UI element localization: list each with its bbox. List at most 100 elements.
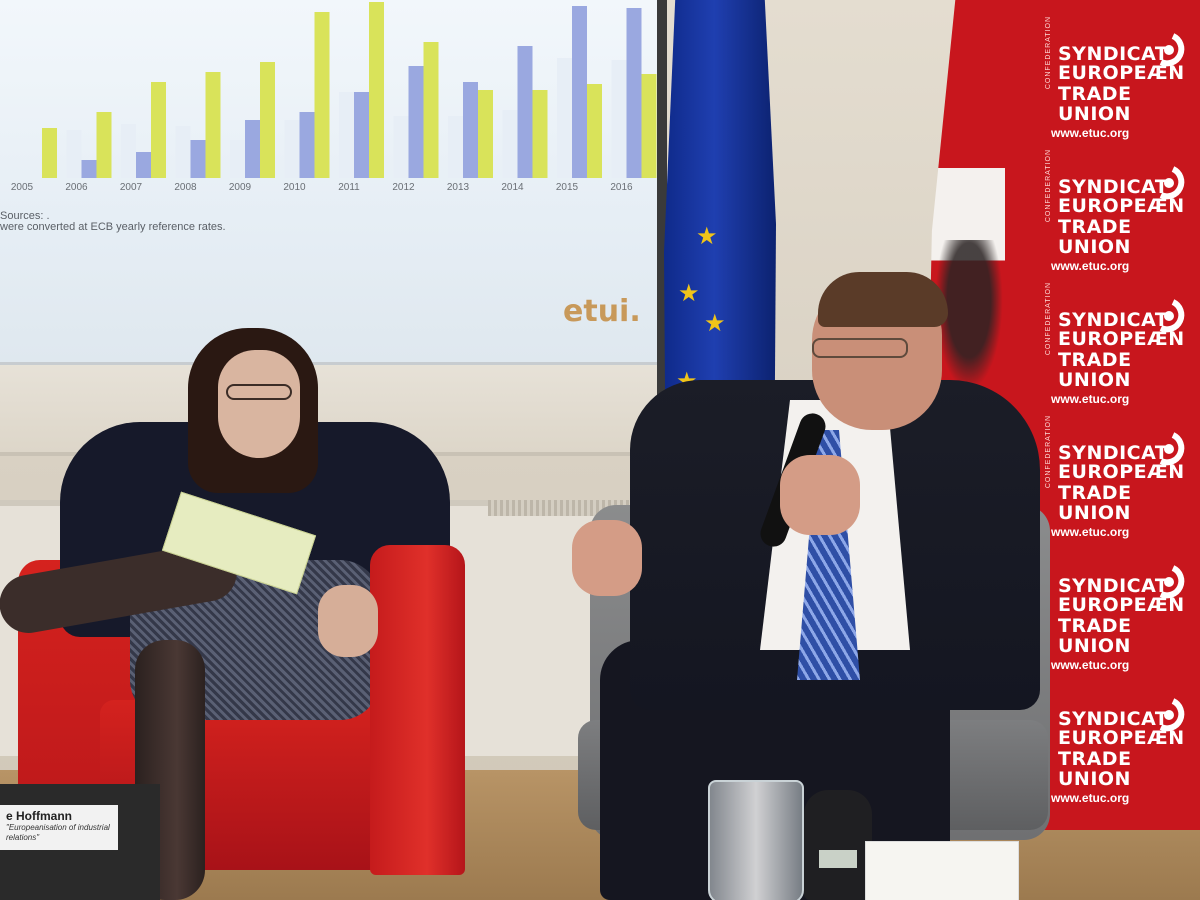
chart-bar-yellow: [369, 2, 384, 178]
chart-bar-yellow: [42, 128, 57, 178]
chart-year-label: 2012: [392, 182, 415, 193]
chart-year-label: 2014: [501, 182, 524, 193]
chart-year-label: 2005: [11, 182, 34, 193]
chart-bar-pale: [284, 120, 300, 178]
etuc-logo-icon: [1159, 698, 1185, 732]
chart-bar-blue: [517, 46, 533, 178]
name-card-name: e Hoffmann: [6, 809, 72, 823]
banner-line-syndicat: SYNDICAT: [1058, 176, 1169, 198]
eu-star-icon: ★: [704, 310, 726, 337]
slide-bar-chart: 2005 2006 2007 2008 2009 2010 2011 2012 2013 2014…: [11, 2, 657, 193]
chart-bar-pale: [448, 116, 463, 178]
banner-line-european: EUROPEÆN: [1058, 461, 1185, 483]
banner-line-european: EUROPEÆN: [1058, 328, 1185, 350]
banner-line-syndicat: SYNDICAT: [1058, 708, 1169, 730]
man-hand: [780, 455, 860, 535]
banner-side-label: CONFEDERATION: [1045, 282, 1052, 356]
banner-line-trade-union: TRADE UNION: [1058, 615, 1132, 657]
chart-year-label: 2011: [338, 182, 360, 193]
chart-year-label: 2015: [556, 182, 579, 193]
projection-screen: 2005 2006 2007 2008 2009 2010 2011 2012 2013 2014…: [0, 0, 662, 365]
red-armchair-arm: [370, 545, 465, 875]
paper-stack: [866, 842, 1018, 900]
chart-year-label: 2016: [610, 182, 633, 193]
chart-bar-pale: [502, 110, 518, 178]
chart-bar-yellow: [151, 82, 166, 178]
banner-line-trade-union: TRADE UNION: [1058, 482, 1132, 524]
banner-line-syndicat: SYNDICAT: [1058, 442, 1169, 464]
chart-bar-pale: [230, 140, 245, 178]
banner-url: www.etuc.org: [1051, 791, 1130, 805]
banner-line-european: EUROPEÆN: [1058, 62, 1185, 84]
banner-url: www.etuc.org: [1051, 392, 1130, 406]
banner-line-european: EUROPEÆN: [1058, 195, 1185, 217]
chart-year-label: 2010: [283, 182, 306, 193]
chart-bar-yellow: [205, 72, 221, 178]
chart-bar-pale: [557, 58, 572, 178]
etuc-logo-icon: [1159, 565, 1185, 599]
banner-side-label: CONFEDERATION: [1045, 415, 1052, 489]
etuc-logo-icon: [1159, 432, 1185, 466]
chart-bar-pale: [121, 124, 136, 178]
chart-bar-yellow: [478, 90, 493, 178]
chart-year-label: 2007: [120, 182, 143, 193]
banner-side-label: CONFEDERATION: [1045, 16, 1052, 90]
chart-bar-pale: [339, 92, 354, 178]
eu-star-icon: ★: [678, 280, 700, 307]
banner-line-trade-union: TRADE UNION: [1058, 83, 1132, 125]
chart-bar-yellow: [423, 42, 439, 178]
woman-hand: [318, 585, 378, 657]
banner-line-european: EUROPEÆN: [1058, 594, 1185, 616]
banner-url: www.etuc.org: [1051, 525, 1130, 539]
banner-url: www.etuc.org: [1051, 259, 1130, 273]
chart-bar-blue: [190, 140, 206, 178]
chart-bar-pale: [66, 130, 82, 178]
banner-url: www.etuc.org: [1051, 658, 1130, 672]
chart-year-label: 2006: [65, 182, 88, 193]
chart-bar-blue: [572, 6, 587, 178]
chart-bar-pale: [175, 126, 191, 178]
chart-bar-blue: [463, 82, 478, 178]
chart-year-label: 2013: [447, 182, 470, 193]
banner-line-syndicat: SYNDICAT: [1058, 575, 1169, 597]
chart-bar-pale: [611, 60, 627, 178]
name-card: e Hoffmann "Europeanisation of industria…: [0, 805, 118, 850]
chart-bar-yellow: [260, 62, 275, 178]
etuc-logo-icon: [1159, 166, 1185, 200]
banner-line-trade-union: TRADE UNION: [1058, 748, 1132, 790]
chart-bar-yellow: [641, 74, 657, 178]
chart-bar-blue: [354, 92, 369, 178]
glasses: [812, 338, 908, 358]
chart-bar-blue: [245, 120, 260, 178]
chart-year-label: 2008: [174, 182, 197, 193]
screen-edge: [657, 0, 667, 455]
chart-bar-blue: [81, 160, 97, 178]
banner-line-syndicat: SYNDICAT: [1058, 43, 1169, 65]
banner-line-european: EUROPEÆN: [1058, 727, 1185, 749]
name-card-subtitle: "Europeanisation of industrial relations…: [6, 823, 110, 842]
chart-bar-yellow: [96, 112, 112, 178]
chart-bar-blue: [136, 152, 151, 178]
chart-bar-blue: [299, 112, 315, 178]
slide-footnote: were converted at ECB yearly reference r…: [0, 221, 226, 233]
chart-year-label: 2009: [229, 182, 252, 193]
banner-url: www.etuc.org: [1051, 126, 1130, 140]
etuc-logo-icon: [1159, 33, 1185, 67]
banner-side-label: CONFEDERATION: [1045, 149, 1052, 223]
recorder-display: [819, 850, 857, 868]
banner-line-trade-union: TRADE UNION: [1058, 349, 1132, 391]
water-jug: [708, 780, 804, 900]
chart-bar-pale: [393, 116, 409, 178]
chart-bar-yellow: [532, 90, 548, 178]
chart-bar-blue: [626, 8, 642, 178]
audio-recorder: [804, 790, 872, 900]
chart-bar-yellow: [587, 84, 602, 178]
banner-line-trade-union: TRADE UNION: [1058, 216, 1132, 258]
